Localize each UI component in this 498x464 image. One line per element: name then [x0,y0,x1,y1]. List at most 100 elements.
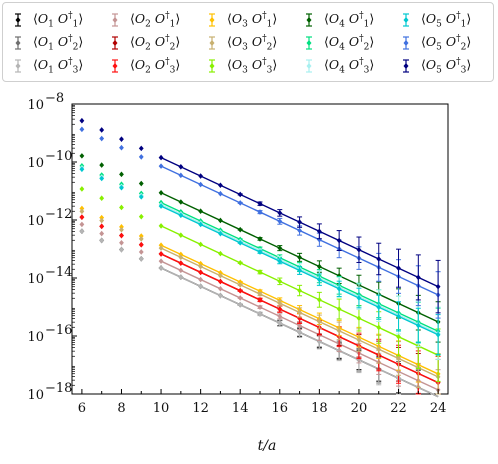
data-point [218,285,223,292]
data-point [297,287,302,294]
data-point [198,208,204,215]
legend-swatch [306,59,312,73]
data-point [158,163,164,169]
data-point [198,241,204,248]
legend-label: ⟨O5 O†2⟩ [421,33,472,53]
data-point [178,260,184,266]
data-point [99,217,105,224]
data-point [119,204,124,211]
legend-entry: ⟨O5 O†3⟩ [397,55,471,77]
y-tick-label: 10 [27,272,44,287]
data-point [297,329,302,336]
legend-swatch [209,59,215,73]
y-tick-label: 10 [27,388,44,403]
data-point [138,236,144,242]
data-point [376,256,382,262]
legend-swatch [403,13,409,27]
legend-swatch [112,59,118,73]
data-point [119,144,124,151]
legend-swatch [403,36,409,50]
data-point [257,236,263,242]
data-point [99,162,105,168]
data-point [218,250,223,257]
x-tick-label: 14 [232,401,249,416]
data-point [415,322,421,329]
data-point [99,214,105,221]
data-point [257,288,263,294]
data-point [336,272,342,279]
data-point [79,208,85,215]
data-point [277,320,283,326]
data-point [435,283,441,290]
data-point [178,164,184,170]
data-point [277,278,283,285]
x-axis-title: t/a [258,438,277,454]
data-point [277,245,283,251]
legend-label: ⟨O4 O†2⟩ [324,33,375,53]
legend-swatch [306,13,312,27]
data-point [336,286,342,292]
x-tick-label: 10 [153,401,170,416]
data-point [119,224,124,230]
legend-entry: ⟨O1 O†2⟩ [9,32,83,54]
data-point [119,226,124,233]
legend-entry: ⟨O3 O†1⟩ [203,9,277,31]
data-point [138,213,144,220]
legend-entry: ⟨O5 O†1⟩ [397,9,471,31]
x-tick-label: 18 [311,401,328,416]
data-point [79,228,85,235]
data-point [198,276,204,283]
data-point [336,328,342,334]
data-point [237,226,243,233]
legend-label: ⟨O4 O†3⟩ [324,56,375,76]
data-point [198,260,204,267]
data-point [376,346,382,353]
data-point [257,304,263,310]
data-point [119,136,124,142]
data-point [237,260,243,266]
data-point [237,279,243,285]
legend-label: ⟨O1 O†2⟩ [33,33,84,53]
legend-label: ⟨O3 O†2⟩ [227,33,278,53]
legend-label: ⟨O1 O†3⟩ [33,56,84,76]
data-point [257,269,263,275]
data-point [316,228,322,235]
data-point [119,246,124,253]
data-point [79,153,85,159]
legend-swatch [15,36,21,50]
legend-swatch [306,36,312,50]
data-point [119,184,124,191]
data-point [198,221,204,228]
data-point [257,200,263,207]
legend-swatch [15,59,21,73]
data-point [237,287,243,294]
data-point [257,297,263,303]
data-point [316,263,322,270]
data-point [297,254,302,261]
data-point [237,240,243,246]
data-point [415,274,421,281]
legend-entry: ⟨O4 O†3⟩ [300,55,374,77]
x-tick-label: 8 [117,401,125,416]
data-point [257,311,263,317]
data-point [178,254,184,261]
data-point [277,306,283,312]
legend: ⟨O1 O†1⟩ ⟨O1 O†2⟩ ⟨O1 O†3⟩ ⟨O2 O†1⟩ ⟨O2 O†2⟩… [2,2,494,82]
data-point [237,200,243,206]
legend-label: ⟨O3 O†3⟩ [227,56,278,76]
y-tick-label: 10 [27,98,44,113]
legend-label: ⟨O2 O†2⟩ [130,33,181,53]
data-point [99,127,105,133]
data-point [158,245,164,251]
data-point [158,265,164,271]
legend-swatch [15,13,21,27]
data-point [277,258,283,265]
y-tick-exponent: −14 [45,265,72,280]
data-point [158,258,164,264]
legend-swatch [112,13,118,27]
legend-entry: ⟨O2 O†3⟩ [106,55,180,77]
legend-label: ⟨O2 O†1⟩ [130,10,181,30]
data-point [218,190,223,197]
x-axis: 6 8 10 12 14 16 18 20 22 24 [78,389,446,416]
